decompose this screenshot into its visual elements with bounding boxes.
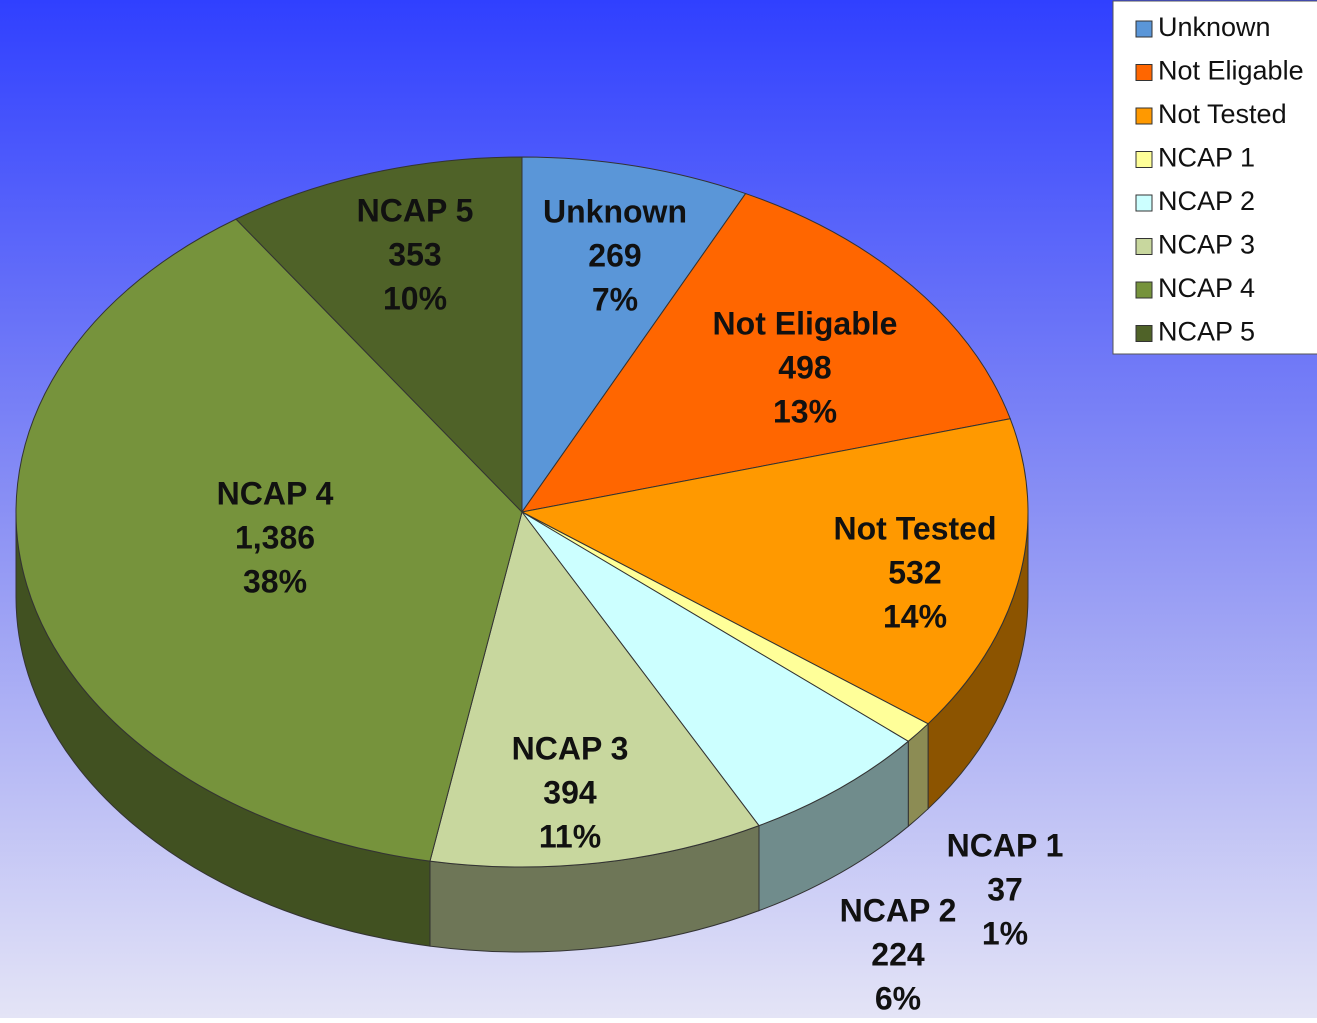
legend-label: NCAP 4: [1158, 273, 1255, 303]
slice-label: Not Eligable: [713, 305, 898, 341]
legend-swatch: [1135, 194, 1153, 212]
slice-label: Not Tested: [834, 510, 997, 546]
slice-percent: 7%: [592, 281, 638, 317]
legend-label: Not Tested: [1158, 99, 1287, 129]
data-labels: Unknown 269 7% Not Eligable 498 13% Not Tested…: [217, 192, 1064, 1016]
slice-label: NCAP 4: [217, 475, 334, 511]
slice-value: 37: [987, 871, 1023, 907]
legend-label: Unknown: [1158, 12, 1271, 42]
legend-swatch: [1135, 325, 1153, 342]
pie-slice: [429, 510, 760, 868]
pie-slice: [520, 418, 1029, 725]
pie-slice: [521, 511, 910, 827]
slice-label: NCAP 1: [947, 827, 1064, 863]
slice-value: 224: [871, 936, 925, 972]
legend-label: NCAP 2: [1158, 186, 1255, 216]
slice-percent: 13%: [773, 393, 837, 429]
legend-label: Not Eligable: [1158, 56, 1304, 86]
slice-value: 498: [778, 349, 831, 385]
slice-percent: 1%: [982, 915, 1028, 951]
pie-slice: [235, 156, 523, 514]
slice-percent: 38%: [243, 563, 307, 599]
legend-swatch: [1135, 238, 1153, 255]
pie-slice: [520, 192, 1011, 513]
slice-percent: 14%: [883, 598, 947, 634]
legend: Unknown Not Eligable Not Tested NCAP 1 NCAP …: [1112, 0, 1317, 355]
pie-slice: [521, 156, 747, 514]
legend-swatch: [1135, 281, 1153, 299]
legend-label: NCAP 5: [1158, 317, 1255, 347]
slice-label: NCAP 3: [512, 730, 629, 766]
slice-percent: 11%: [539, 818, 601, 854]
slice-label: NCAP 5: [357, 192, 474, 228]
legend-swatch: [1135, 64, 1153, 81]
slice-value: 353: [388, 236, 441, 272]
legend-label: NCAP 1: [1158, 143, 1255, 173]
slice-value: 394: [543, 774, 597, 810]
slice-percent: 6%: [875, 980, 921, 1016]
pie-slice: [15, 218, 523, 862]
slice-value: 269: [588, 237, 641, 273]
slice-value: 532: [888, 554, 941, 590]
slice-label: NCAP 2: [840, 892, 957, 928]
legend-swatch: [1135, 151, 1153, 168]
slice-label: Unknown: [543, 193, 687, 229]
legend-swatch: [1135, 107, 1153, 125]
slice-value: 1,386: [235, 519, 315, 555]
legend-label: NCAP 3: [1158, 230, 1255, 260]
pie-tops: [15, 156, 1029, 868]
slice-percent: 10%: [383, 280, 447, 316]
legend-swatch: [1135, 20, 1153, 38]
